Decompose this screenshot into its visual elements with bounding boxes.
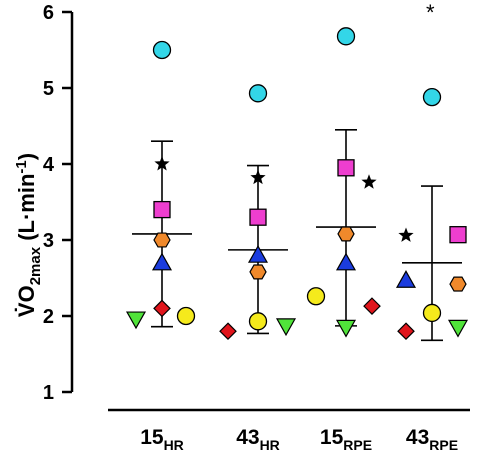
- axes: [70, 12, 470, 412]
- data-point-star: [154, 156, 170, 171]
- x-category-label-sub: RPE: [343, 437, 372, 453]
- x-category-label: 15RPE: [320, 426, 372, 453]
- data-point-circle: [248, 312, 268, 331]
- data-point-triangle: [395, 270, 417, 288]
- y-tick-label-4: 4: [43, 154, 55, 176]
- x-category-label: 15HR: [140, 426, 184, 453]
- x-category-label-main: 15: [320, 426, 344, 449]
- data-point-circle: [336, 27, 356, 46]
- data-point-tri-down: [125, 311, 147, 330]
- x-category-label-sub: HR: [164, 437, 184, 453]
- data-point-triangle: [151, 252, 173, 271]
- y-tick-label-2: 2: [43, 306, 54, 328]
- data-point-tri-down: [335, 319, 357, 338]
- data-point-star: [250, 169, 266, 185]
- data-point-tri-down: [275, 318, 297, 337]
- y-tick-label-5: 5: [43, 78, 54, 100]
- annotations: *: [426, 0, 435, 25]
- x-category-label-sub: HR: [260, 437, 280, 453]
- data-point-hexagon: [153, 232, 171, 248]
- data-point-square: [337, 159, 355, 177]
- data-point-square: [249, 208, 267, 226]
- x-category-label-main: 15: [140, 426, 164, 449]
- data-point-tri-down: [447, 319, 469, 338]
- y-tick-label-1: 1: [43, 382, 54, 404]
- data-point-diamond: [397, 322, 415, 341]
- data-point-hexagon: [449, 276, 467, 292]
- y-axis-title-unit-sup: -1: [13, 160, 30, 173]
- significance-annotation: *: [426, 0, 435, 25]
- y-axis-title-unit-close: ): [14, 153, 39, 160]
- data-point-circle: [422, 87, 442, 107]
- x-category-label-sub: RPE: [429, 437, 458, 453]
- y-axis-title-sub: 2max: [27, 246, 44, 285]
- data-point-circle: [248, 84, 268, 103]
- y-tick-label-6: 6: [43, 2, 54, 24]
- data-point-square: [449, 226, 467, 244]
- y-ticks: [62, 10, 72, 394]
- y-axis-title-main: V̇O: [14, 285, 39, 317]
- data-point-star: [398, 227, 414, 242]
- data-point-triangle: [247, 244, 269, 263]
- data-point-circle: [176, 306, 196, 326]
- data-point-triangle: [335, 252, 357, 271]
- data-point-circle: [306, 287, 326, 306]
- data-point-circle: [422, 303, 442, 323]
- data-point-hexagon: [249, 264, 267, 280]
- data-point-hexagon: [337, 226, 355, 242]
- y-axis-title-unit-open: (L·min: [14, 174, 39, 247]
- x-category-label-main: 43: [236, 426, 259, 449]
- data-points: [125, 27, 469, 341]
- data-point-square: [153, 200, 171, 219]
- data-point-diamond: [219, 322, 237, 341]
- data-point-diamond: [153, 299, 171, 318]
- y-tick-label-3: 3: [43, 230, 54, 252]
- x-category-label-main: 43: [406, 426, 429, 449]
- category-labels: 15HR 43HR 15RPE 43RPE: [140, 426, 458, 453]
- x-category-label: 43HR: [236, 426, 280, 453]
- data-point-circle: [152, 40, 172, 60]
- y-tick-labels: 1 2 3 4 5 6: [43, 2, 55, 404]
- x-category-label: 43RPE: [406, 426, 458, 453]
- data-point-diamond: [363, 297, 381, 315]
- y-axis-title: V̇O2max (L·min-1): [13, 153, 44, 317]
- data-point-star: [361, 174, 377, 189]
